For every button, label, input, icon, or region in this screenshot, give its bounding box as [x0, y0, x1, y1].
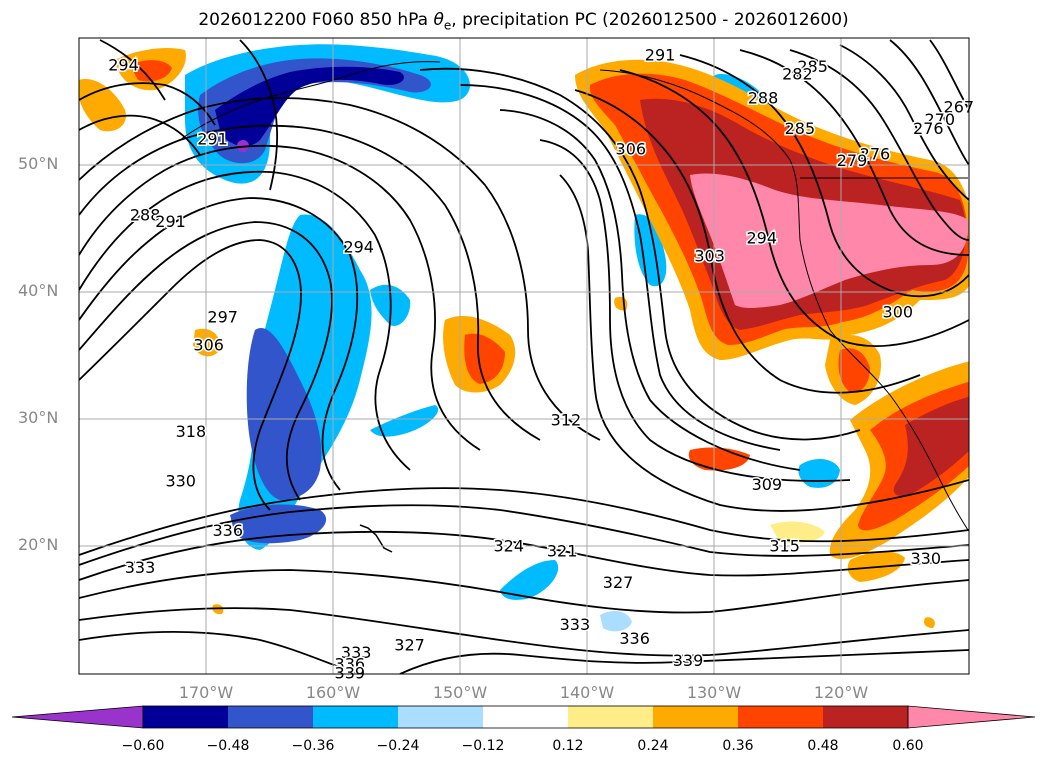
colorbar-tick: 0.48: [807, 738, 839, 754]
contour-label: 333: [560, 615, 591, 634]
contour-label: 291: [197, 129, 228, 148]
positive-region-aleutian-west-red: [130, 60, 172, 82]
colorbar-frame: [142, 705, 909, 729]
contour-label: 282: [782, 64, 813, 83]
colorbar-tick: −0.60: [121, 738, 165, 754]
colorbar-extend-high: [907, 705, 1036, 729]
coastline-hawaii: [359, 524, 393, 553]
contour-label: 330: [910, 549, 941, 568]
contour-label: 300: [883, 302, 914, 321]
lon-label-120w: 120°W: [813, 683, 869, 702]
lat-label-50n: 50°N: [18, 154, 59, 173]
contour-label: 339: [335, 664, 366, 683]
contour-label: 327: [394, 636, 425, 655]
contour-label: 327: [603, 573, 634, 592]
colorbar-tick: 0.36: [722, 738, 754, 754]
title-suffix: , precipitation PC (2026012500 - 2026012…: [451, 10, 849, 30]
colorbar-extend-low: [11, 705, 144, 729]
colorbar-tick: 0.12: [552, 738, 584, 754]
contour-label: 330: [165, 471, 196, 490]
contour-label: 333: [341, 643, 372, 662]
contour-label: 270: [924, 110, 955, 129]
colorbar-segment: [483, 706, 568, 728]
theta-e-contours: [79, 39, 969, 674]
contour-label: 279: [837, 151, 868, 170]
lon-label-150w: 150°W: [432, 683, 488, 702]
negative-streak: [370, 405, 439, 437]
positive-region-subtropical-red: [464, 333, 505, 384]
contour-label: 336: [335, 655, 366, 674]
title-theta: θ: [433, 10, 444, 30]
contour-label: 288: [748, 89, 779, 108]
positive-region-baja-red: [838, 348, 870, 393]
contour-label: 288: [130, 206, 161, 225]
contour-label: 285: [797, 57, 828, 76]
contour-label: 291: [155, 212, 186, 231]
positive-patch-scattered-3: [923, 617, 935, 628]
coastline-aleutians: [179, 61, 441, 141]
colorbar-tick: 0.24: [637, 738, 669, 754]
map-title: 2026012200 F060 850 hPa θe, precipitatio…: [0, 10, 1047, 32]
colorbar-tick: −0.12: [461, 738, 505, 754]
colorbar-segment: [568, 706, 653, 728]
colorbar-segment: [823, 706, 908, 728]
contour-label: 318: [176, 422, 207, 441]
positive-patch-hawaii-west: [193, 328, 221, 357]
lon-label-160w: 160°W: [305, 683, 361, 702]
contour-label: 294: [108, 55, 139, 74]
negative-band-central-inner: [246, 328, 322, 500]
coastline-na: [599, 69, 969, 531]
contour-label: 315: [769, 536, 800, 555]
negative-patch-south: [600, 610, 632, 632]
colorbar-segment: [143, 706, 228, 728]
colorbar-segment: [398, 706, 483, 728]
positive-region-nw-corner: [79, 79, 126, 132]
title-prefix: 2026012200 F060 850 hPa: [198, 10, 434, 30]
contour-label: 306: [193, 335, 224, 354]
colorbar-tick: 0.60: [892, 738, 924, 754]
contour-label: 276: [913, 119, 944, 138]
gridlines: [79, 38, 969, 674]
contour-label: 297: [207, 307, 238, 326]
contour-label: 336: [619, 629, 650, 648]
contour-label: 306: [616, 139, 647, 158]
contour-label: 336: [212, 521, 243, 540]
lat-label-20n: 20°N: [18, 535, 59, 554]
colorbar-tick: −0.36: [291, 738, 335, 754]
colorbar-tick: −0.24: [376, 738, 420, 754]
colorbar-segment: [228, 706, 313, 728]
negative-patch-sub: [500, 560, 559, 600]
contour-label: 303: [694, 246, 725, 265]
contour-label: 309: [752, 475, 783, 494]
colorbar-segment: [313, 706, 398, 728]
contour-label: 267: [944, 97, 975, 116]
colorbar-segment: [653, 706, 738, 728]
lat-label-30n: 30°N: [18, 408, 59, 427]
positive-patch-south-baja-2: [770, 521, 825, 544]
contour-label: 294: [343, 237, 374, 256]
plot-frame: [78, 37, 970, 675]
contour-label-layer: 2942912882912973062942913062852822882852…: [107, 44, 976, 684]
shaded-field: [79, 39, 969, 674]
title-theta-subscript: e: [443, 18, 452, 33]
contour-label: 276: [860, 145, 891, 164]
contour-label: 312: [551, 410, 582, 429]
contour-label: 285: [785, 119, 816, 138]
contour-label: 339: [673, 651, 704, 670]
colorbar-segment: [738, 706, 823, 728]
lon-label-140w: 140°W: [559, 683, 615, 702]
contour-label: 294: [746, 228, 777, 247]
lat-label-40n: 40°N: [18, 281, 59, 300]
contour-label: 324: [493, 536, 524, 555]
lon-label-130w: 130°W: [686, 683, 742, 702]
contour-label: 333: [125, 558, 156, 577]
lon-label-170w: 170°W: [178, 683, 234, 702]
positive-region-sw-dark: [893, 396, 969, 496]
contour-label: 321: [547, 541, 578, 560]
positive-patch-scattered-2: [212, 604, 224, 615]
colorbar: [11, 705, 1036, 729]
contour-label: 291: [645, 45, 676, 64]
colorbar-tick: −0.48: [206, 738, 250, 754]
